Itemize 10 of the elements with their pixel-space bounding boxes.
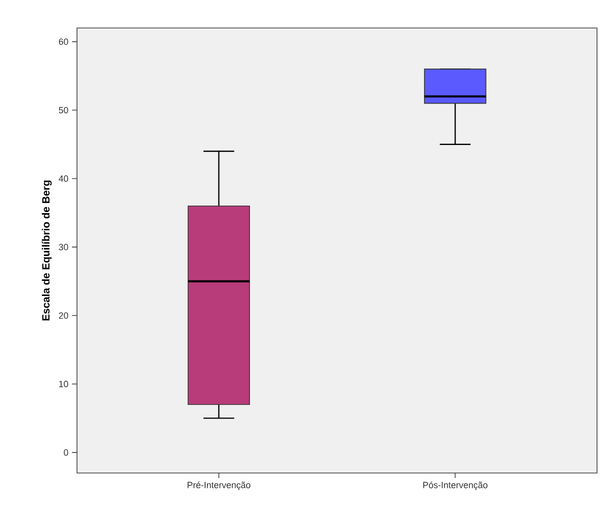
y-tick-label: 20 bbox=[58, 312, 68, 319]
x-tick-label: Pré-Intervenção bbox=[188, 481, 250, 490]
y-tick-label: 60 bbox=[58, 38, 68, 45]
y-tick-label: 0 bbox=[64, 449, 68, 456]
y-tick-label: 50 bbox=[58, 106, 68, 114]
y-tick-label: 10 bbox=[59, 380, 68, 388]
y-axis-title: Escala de Equilíbrio de Berg bbox=[42, 180, 52, 320]
y-tick-label: 30 bbox=[58, 244, 68, 250]
x-tick-label: Pós-Intervenção bbox=[423, 481, 488, 490]
y-tick-label: 40 bbox=[58, 175, 68, 182]
